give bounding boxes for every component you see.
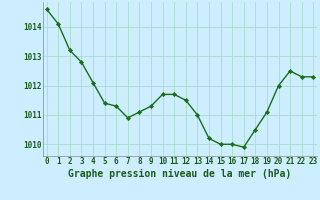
X-axis label: Graphe pression niveau de la mer (hPa): Graphe pression niveau de la mer (hPa) — [68, 169, 292, 179]
